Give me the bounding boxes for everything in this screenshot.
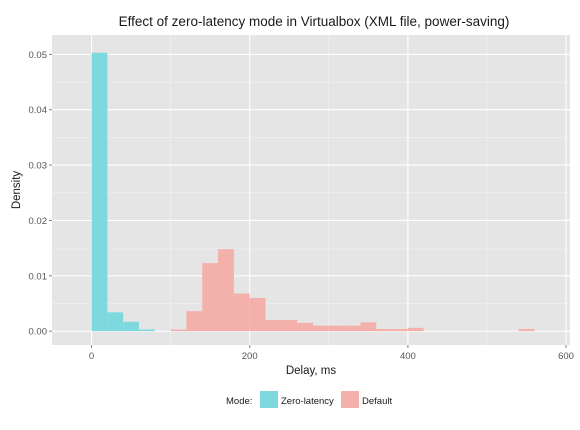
- y-tick-label: 0.05: [29, 50, 48, 61]
- legend-key-default: [341, 391, 359, 408]
- histogram-bar-default: [218, 249, 234, 332]
- x-tick-label: 600: [558, 351, 574, 362]
- axis-ticks: 0 200 400 600 0.00 0.01 0.02 0.03 0.04 0.05: [29, 50, 574, 362]
- histogram-bar-default: [392, 328, 408, 332]
- x-tick-label: 200: [242, 351, 258, 362]
- plot-panel: [52, 35, 570, 345]
- legend-title: Mode:: [226, 396, 252, 407]
- y-tick-label: 0.01: [29, 271, 48, 282]
- histogram-bar-zero-latency: [138, 329, 155, 332]
- histogram-bar-default: [344, 325, 361, 332]
- histogram-bar-default: [360, 322, 377, 332]
- y-tick-label: 0.04: [29, 105, 48, 116]
- chart-title: Effect of zero-latency mode in Virtualbo…: [119, 14, 510, 29]
- histogram-bar-default: [518, 328, 535, 332]
- y-tick-label: 0.03: [29, 161, 48, 172]
- x-axis-label: Delay, ms: [286, 365, 337, 377]
- histogram-bar-zero-latency: [123, 321, 139, 332]
- histogram-bar-default: [407, 327, 424, 332]
- histogram-bar-default: [170, 329, 187, 332]
- y-tick-label: 0.02: [29, 216, 48, 227]
- x-tick-label: 0: [89, 351, 94, 362]
- histogram-bar-zero-latency: [91, 52, 108, 332]
- histogram-bar-default: [265, 320, 282, 332]
- histogram-bars: [91, 52, 535, 332]
- legend-label-zero-latency: Zero-latency: [281, 396, 334, 407]
- legend-key-zero-latency: [260, 391, 278, 408]
- histogram-bar-default: [249, 297, 266, 332]
- histogram-bar-default: [297, 322, 313, 332]
- histogram-bar-default: [376, 328, 393, 332]
- histogram-bar-default: [233, 293, 250, 332]
- x-tick-label: 400: [400, 351, 416, 362]
- histogram-bar-default: [328, 325, 345, 332]
- legend-label-default: Default: [362, 396, 392, 407]
- histogram-bar-default: [312, 325, 329, 332]
- histogram-bar-default: [186, 311, 203, 332]
- y-tick-label: 0.00: [29, 327, 48, 338]
- y-axis-label: Density: [11, 171, 23, 210]
- histogram-bar-zero-latency: [107, 312, 124, 332]
- histogram-bar-default: [202, 263, 219, 332]
- histogram-bar-default: [281, 320, 298, 332]
- legend: Mode: Zero-latency Default: [226, 391, 392, 408]
